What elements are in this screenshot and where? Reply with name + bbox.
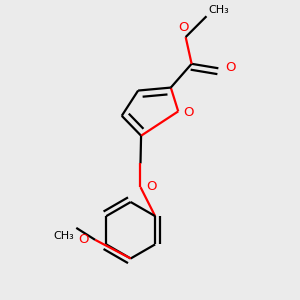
Text: O: O [178, 21, 188, 34]
Text: O: O [184, 106, 194, 119]
Text: CH₃: CH₃ [208, 5, 229, 15]
Text: O: O [79, 233, 89, 246]
Text: O: O [146, 180, 156, 193]
Text: O: O [225, 61, 236, 74]
Text: CH₃: CH₃ [53, 231, 74, 241]
